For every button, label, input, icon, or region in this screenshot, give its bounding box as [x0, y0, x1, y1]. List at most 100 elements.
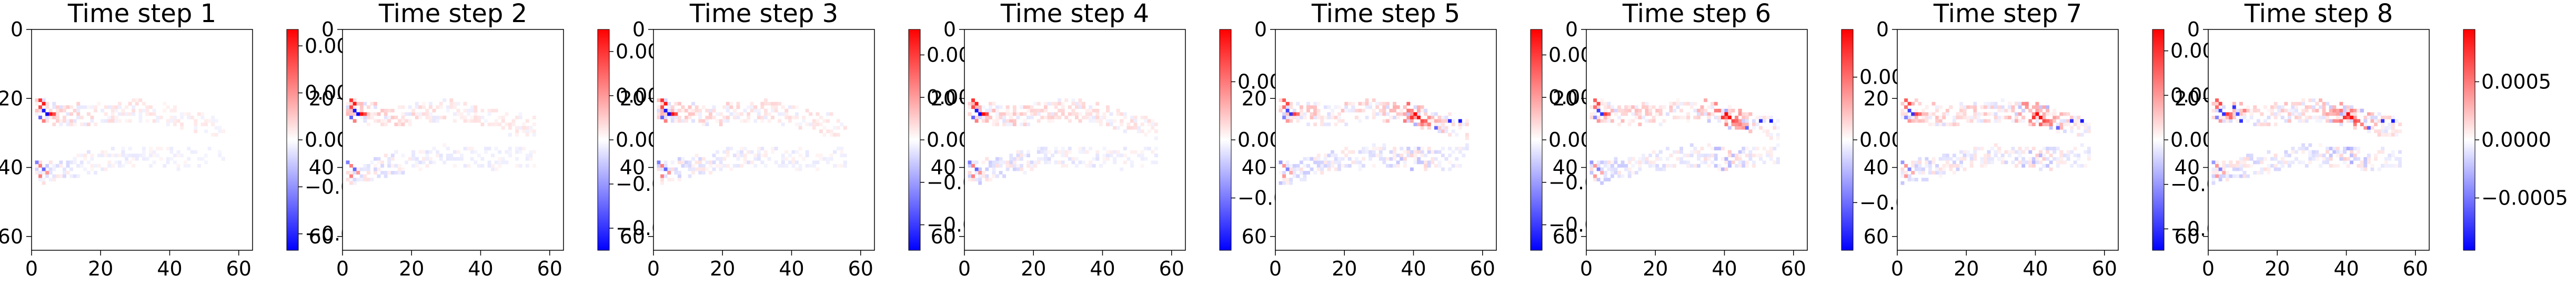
heatmap-cell [66, 123, 70, 127]
heatmap-cell [2391, 119, 2395, 123]
heatmap-cell [1679, 101, 1684, 106]
heatmap-cell [2363, 160, 2368, 165]
heatmap-cell [138, 116, 143, 119]
heatmap-cell [1676, 157, 1680, 161]
heatmap-cell [1900, 116, 1905, 119]
heatmap-cell [663, 119, 668, 123]
heatmap-cell [2391, 129, 2395, 134]
heatmap-cell [1296, 174, 1300, 178]
heatmap-cell [2232, 108, 2236, 113]
heatmap-cell [1911, 101, 1915, 106]
heatmap-cell [353, 108, 357, 113]
heatmap-cell [805, 154, 809, 158]
heatmap-cell [1645, 112, 1649, 116]
heatmap-cell [1102, 147, 1106, 150]
heatmap-cell [1296, 101, 1300, 106]
heatmap-cell [359, 105, 364, 109]
heatmap-cell [2087, 129, 2091, 134]
heatmap-cell [2049, 147, 2053, 150]
heatmap-cell [999, 171, 1003, 175]
heatmap-cell [1966, 105, 1970, 109]
heatmap-cell [487, 108, 491, 113]
heatmap-cell [667, 116, 671, 119]
heatmap-cell [377, 157, 381, 161]
heatmap-cell [200, 116, 205, 119]
heatmap-cell [705, 123, 709, 127]
heatmap-cell [1285, 108, 1290, 113]
heatmap-cell [660, 112, 664, 116]
heatmap-cell [2215, 108, 2219, 113]
heatmap-cell [1023, 123, 1027, 127]
heatmap-cell [1700, 154, 1704, 158]
heatmap-cell [1386, 105, 1390, 109]
heatmap-cell [436, 150, 440, 154]
heatmap-cell [1299, 116, 1303, 119]
heatmap-cell [1717, 167, 1722, 171]
heatmap-cell [1027, 164, 1030, 168]
heatmap-cell [1745, 112, 1749, 116]
heatmap-cell [377, 119, 381, 123]
heatmap-cell [1002, 160, 1007, 165]
heatmap-cell [712, 105, 716, 109]
heatmap-cell [1327, 116, 1331, 119]
heatmap-cell [1776, 119, 1780, 123]
heatmap-cell [2249, 108, 2253, 113]
heatmap-cell [1040, 116, 1044, 119]
heatmap-cell [663, 167, 668, 171]
heatmap-cell [1413, 123, 1417, 127]
heatmap-cell [995, 157, 999, 161]
heatmap-cell [1693, 150, 1697, 154]
heatmap-cell [1662, 119, 1666, 123]
heatmap-cell [2042, 147, 2046, 150]
heatmap-cell [2066, 112, 2070, 116]
heatmap-cell [484, 150, 488, 154]
heatmap-cell [2336, 116, 2340, 119]
heatmap-cell [1020, 157, 1023, 161]
heatmap-cell [207, 119, 212, 123]
heatmap-cell [2319, 164, 2322, 168]
heatmap-cell [480, 123, 485, 127]
heatmap-cell [798, 123, 802, 127]
heatmap-cell [474, 112, 478, 116]
heatmap-cell [1009, 119, 1013, 123]
heatmap-cell [1337, 105, 1341, 109]
heatmap-cell [66, 105, 70, 109]
heatmap-cell [2332, 112, 2337, 116]
heatmap-cell [2018, 160, 2022, 165]
heatmap-cell [1638, 123, 1642, 127]
heatmap-cell [1662, 105, 1666, 109]
heatmap-cell [125, 119, 129, 123]
heatmap-cell [981, 112, 985, 116]
heatmap-cell [1406, 116, 1411, 119]
x-tick-label: 20 [1332, 257, 1357, 280]
heatmap-cell [1289, 181, 1293, 185]
heatmap-cell [736, 164, 740, 168]
heatmap-cell [1600, 171, 1604, 175]
heatmap-cell [2374, 154, 2378, 158]
heatmap-cell [1465, 143, 1469, 147]
heatmap-cell [784, 112, 789, 116]
heatmap-cell [511, 119, 516, 123]
heatmap-cell [1669, 154, 1673, 158]
heatmap-cell [1655, 112, 1659, 116]
heatmap-cell [1061, 112, 1065, 116]
heatmap-cell [1133, 116, 1138, 119]
heatmap-cell [750, 150, 754, 154]
heatmap-cell [701, 167, 706, 171]
heatmap-cell [1728, 164, 1732, 168]
heatmap-cell [529, 154, 533, 158]
heatmap-cell [767, 119, 771, 123]
heatmap-cell [2042, 164, 2046, 168]
heatmap-cell [87, 150, 90, 154]
heatmap-cell [138, 154, 143, 158]
heatmap-cell [1766, 150, 1770, 154]
heatmap-cell [1043, 105, 1048, 109]
heatmap-cell [1735, 126, 1739, 130]
heatmap-cell [974, 101, 979, 106]
heatmap-cell [1600, 98, 1604, 103]
heatmap-cell [2008, 105, 2011, 109]
heatmap-cell [380, 171, 385, 175]
heatmap-cell [1431, 157, 1435, 161]
heatmap-cell [346, 108, 350, 113]
heatmap-cell [1144, 119, 1148, 123]
